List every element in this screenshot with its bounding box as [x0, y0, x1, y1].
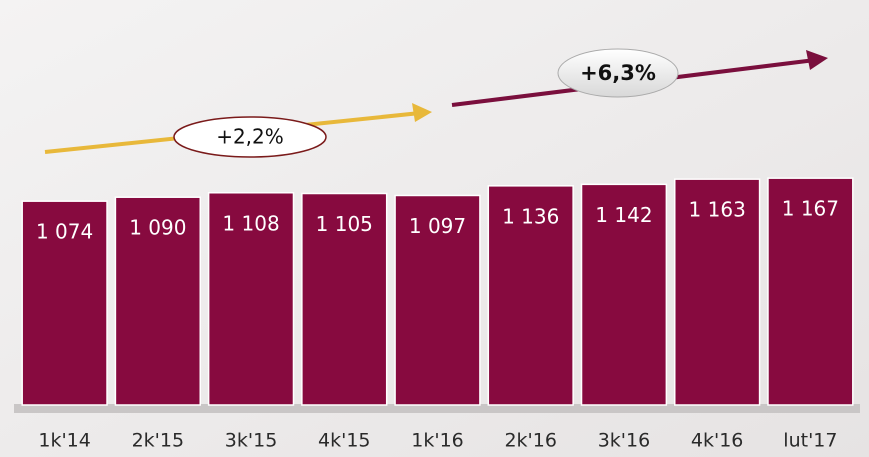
x-tick-label: 3k'15 — [225, 430, 278, 452]
x-tick-label: 1k'14 — [38, 430, 91, 452]
x-tick-label: 4k'16 — [691, 430, 744, 452]
value-label: 1 136 — [502, 204, 559, 228]
value-label: 1 167 — [782, 197, 839, 221]
x-tick-label: 2k'16 — [504, 430, 557, 452]
bar — [207, 192, 295, 406]
bar — [394, 194, 481, 406]
value-label: 1 108 — [222, 211, 279, 235]
bar — [114, 196, 201, 406]
bar — [21, 200, 108, 406]
annotation: +6,3% — [580, 61, 656, 85]
bar — [580, 183, 668, 406]
x-tick-label: 1k'16 — [411, 430, 464, 452]
value-label: 1 142 — [595, 203, 652, 227]
value-label: 1 163 — [689, 198, 746, 222]
annotation-bubble — [557, 48, 679, 98]
bar — [674, 178, 761, 406]
x-tick-label: 4k'15 — [318, 430, 371, 452]
annotation: +2,2% — [216, 125, 284, 149]
value-label: 1 090 — [129, 216, 186, 240]
x-tick-label: 3k'16 — [598, 430, 651, 452]
bar — [301, 192, 388, 406]
annotation-bubble — [173, 116, 327, 158]
x-tick-label: 2k'15 — [132, 430, 185, 452]
x-tick-label: lut'17 — [783, 430, 837, 452]
base-platform — [14, 404, 860, 413]
value-label: 1 105 — [316, 212, 373, 236]
bar — [487, 185, 574, 406]
bar — [767, 177, 854, 406]
value-label: 1 074 — [36, 220, 93, 244]
value-label: 1 097 — [409, 214, 466, 238]
